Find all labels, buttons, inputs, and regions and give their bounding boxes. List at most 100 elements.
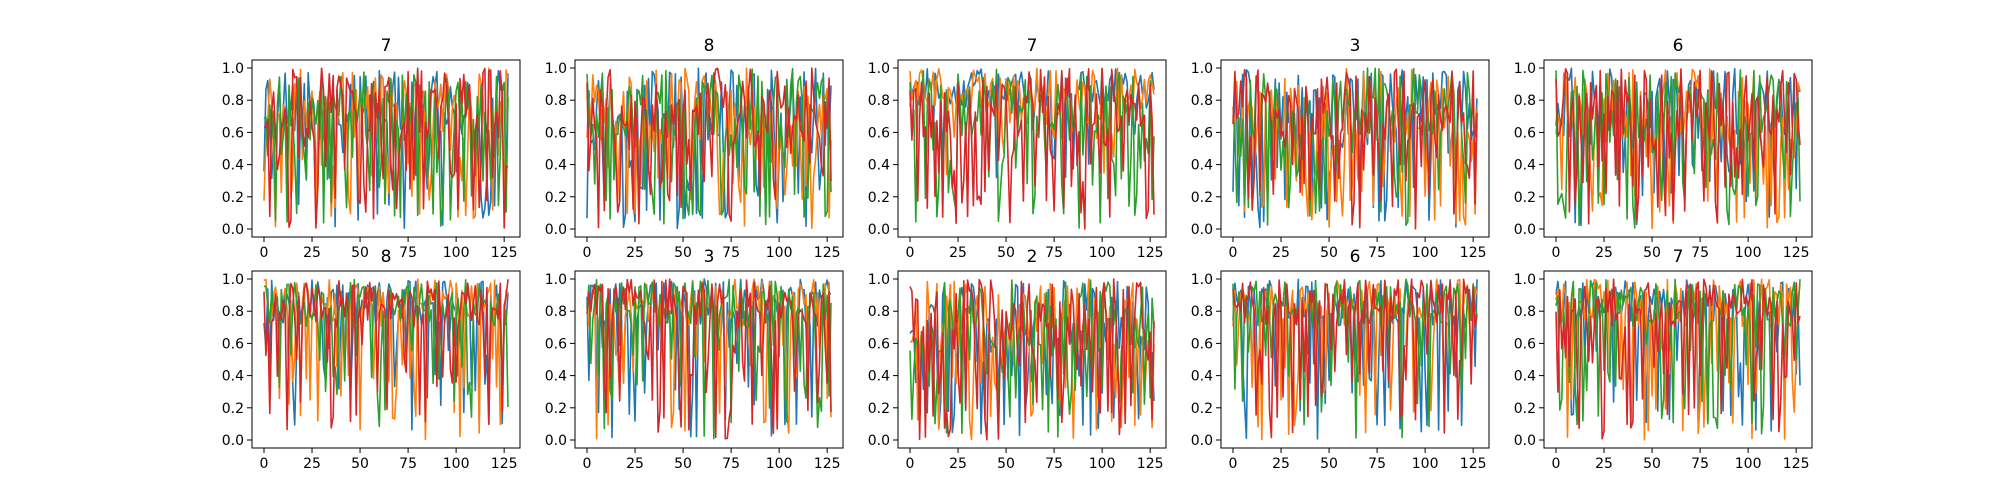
subplot-title: 3 — [704, 247, 715, 267]
y-tick-label: 0.8 — [868, 304, 890, 320]
y-tick-label: 0.8 — [1191, 304, 1213, 320]
subplot-7: 3 0.0 0.2 0.4 0.6 0.8 1.0 0 25 50 75 100 125 — [545, 247, 844, 472]
x-tick-label: 125 — [1460, 456, 1487, 472]
x-tick-label: 100 — [1412, 245, 1439, 261]
y-tick-label: 0.0 — [222, 222, 244, 238]
subplot-3: 7 0.0 0.2 0.4 0.6 0.8 1.0 0 25 50 75 100 125 — [868, 36, 1167, 261]
x-tick-label: 75 — [722, 456, 740, 472]
x-tick-label: 75 — [399, 456, 417, 472]
series-line-4 — [586, 67, 832, 229]
y-tick-label: 0.4 — [222, 158, 244, 174]
y-tick-label: 0.6 — [1514, 125, 1536, 141]
x-tick-label: 0 — [1229, 245, 1238, 261]
y-tick-label: 1.0 — [545, 61, 567, 77]
x-tick-label: 100 — [1089, 245, 1116, 261]
y-tick-label: 0.8 — [222, 304, 244, 320]
subplot-title: 6 — [1673, 36, 1684, 56]
y-tick-label: 0.8 — [545, 304, 567, 320]
x-tick-label: 125 — [1460, 245, 1487, 261]
x-tick-label: 100 — [1412, 456, 1439, 472]
y-tick-label: 0.4 — [1514, 369, 1536, 385]
axes-frame — [1220, 270, 1490, 449]
y-tick-label: 0.0 — [1191, 433, 1213, 449]
subplot-5: 6 0.0 0.2 0.4 0.6 0.8 1.0 0 25 50 75 100 125 — [1514, 36, 1813, 261]
y-tick-label: 1.0 — [868, 272, 890, 288]
y-tick-label: 0.4 — [1514, 158, 1536, 174]
axes-frame — [251, 59, 521, 238]
y-tick-label: 0.2 — [222, 401, 244, 417]
x-tick-label: 0 — [1552, 245, 1561, 261]
y-tick-label: 0.2 — [1514, 190, 1536, 206]
subplot-title: 7 — [381, 36, 392, 56]
y-tick-label: 0.6 — [1514, 336, 1536, 352]
y-tick-label: 0.0 — [545, 222, 567, 238]
x-tick-label: 0 — [906, 456, 915, 472]
y-tick-label: 1.0 — [1191, 272, 1213, 288]
x-tick-label: 75 — [1691, 245, 1709, 261]
y-tick-label: 1.0 — [545, 272, 567, 288]
series-line-4 — [1232, 68, 1478, 230]
x-tick-label: 75 — [399, 245, 417, 261]
x-tick-label: 125 — [1783, 245, 1810, 261]
x-tick-label: 50 — [1320, 245, 1338, 261]
y-tick-label: 0.8 — [1191, 93, 1213, 109]
subplot-title: 2 — [1027, 247, 1038, 267]
x-tick-label: 50 — [674, 245, 692, 261]
y-tick-label: 0.2 — [222, 190, 244, 206]
x-tick-label: 25 — [303, 456, 321, 472]
y-tick-label: 0.0 — [545, 433, 567, 449]
x-tick-label: 125 — [1783, 456, 1810, 472]
x-tick-label: 100 — [1735, 245, 1762, 261]
x-tick-label: 0 — [1552, 456, 1561, 472]
x-tick-label: 100 — [443, 456, 470, 472]
y-tick-label: 0.8 — [1514, 304, 1536, 320]
x-tick-label: 50 — [351, 245, 369, 261]
y-tick-label: 0.0 — [222, 433, 244, 449]
y-tick-label: 0.4 — [1191, 369, 1213, 385]
subplot-title: 7 — [1027, 36, 1038, 56]
x-tick-label: 0 — [583, 456, 592, 472]
x-tick-label: 125 — [491, 245, 518, 261]
y-tick-label: 0.8 — [222, 93, 244, 109]
axes-frame — [897, 59, 1167, 238]
y-tick-label: 0.6 — [222, 336, 244, 352]
subplot-4: 3 0.0 0.2 0.4 0.6 0.8 1.0 0 25 50 75 100 125 — [1191, 36, 1490, 261]
x-tick-label: 0 — [1229, 456, 1238, 472]
y-tick-label: 0.2 — [868, 190, 890, 206]
subplot-9: 6 0.0 0.2 0.4 0.6 0.8 1.0 0 25 50 75 100 125 — [1191, 247, 1490, 472]
y-tick-label: 1.0 — [1514, 61, 1536, 77]
y-tick-label: 1.0 — [222, 272, 244, 288]
x-tick-label: 0 — [260, 456, 269, 472]
series-line-4 — [263, 67, 509, 229]
y-tick-label: 0.4 — [1191, 158, 1213, 174]
y-tick-label: 0.6 — [222, 125, 244, 141]
subplot-title: 3 — [1350, 36, 1361, 56]
y-tick-label: 0.8 — [1514, 93, 1536, 109]
x-tick-label: 125 — [1137, 456, 1164, 472]
y-tick-label: 0.0 — [1191, 222, 1213, 238]
series-line-4 — [586, 278, 832, 440]
y-tick-label: 0.4 — [868, 158, 890, 174]
y-tick-label: 0.0 — [1514, 222, 1536, 238]
x-tick-label: 0 — [260, 245, 269, 261]
y-tick-label: 0.2 — [545, 401, 567, 417]
x-tick-label: 25 — [949, 245, 967, 261]
axes-frame — [574, 270, 844, 449]
x-tick-label: 100 — [1735, 456, 1762, 472]
y-tick-label: 0.8 — [545, 93, 567, 109]
axes-frame — [1220, 59, 1490, 238]
y-tick-label: 0.0 — [1514, 433, 1536, 449]
subplot-8: 2 0.0 0.2 0.4 0.6 0.8 1.0 0 25 50 75 100 125 — [868, 247, 1167, 472]
series-line-4 — [909, 67, 1155, 230]
series-line-4 — [1555, 278, 1801, 440]
y-tick-label: 0.2 — [545, 190, 567, 206]
x-tick-label: 25 — [1595, 245, 1613, 261]
series-line-3 — [909, 68, 1155, 229]
x-tick-label: 50 — [674, 456, 692, 472]
subplot-2: 8 0.0 0.2 0.4 0.6 0.8 1.0 0 25 50 75 100 125 — [545, 36, 844, 261]
x-tick-label: 25 — [949, 456, 967, 472]
axes-frame — [1543, 59, 1813, 238]
x-tick-label: 75 — [1368, 245, 1386, 261]
y-tick-label: 0.2 — [1191, 190, 1213, 206]
